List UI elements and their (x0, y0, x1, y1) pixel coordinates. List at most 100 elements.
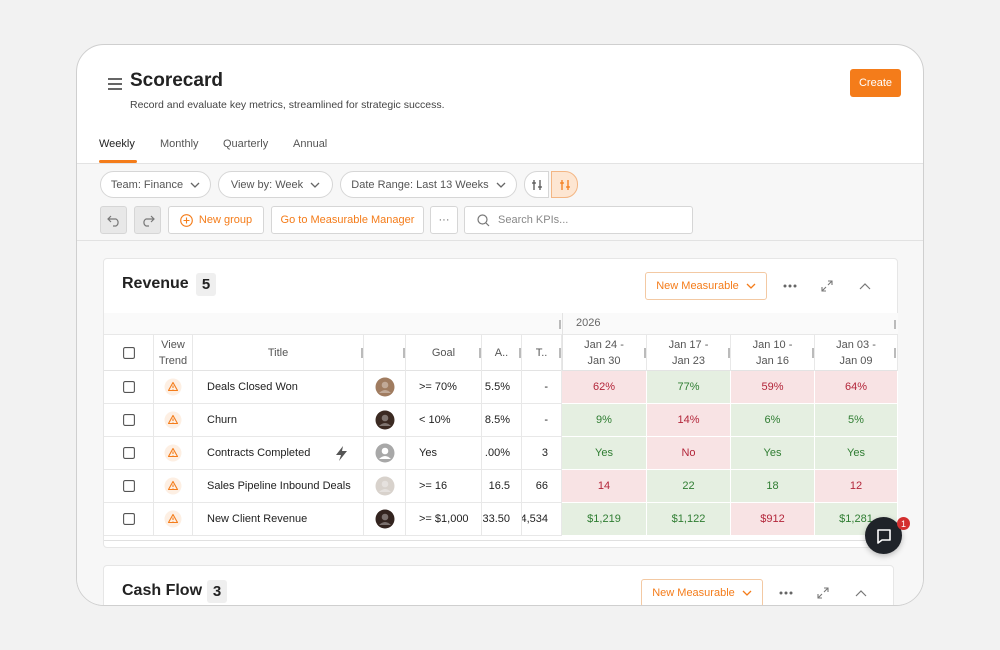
new-measurable-button[interactable]: New Measurable (645, 272, 767, 300)
table-cell-text: 6% (764, 414, 781, 426)
manager-button-text: Go to Measurable Manager (280, 214, 415, 226)
more-options[interactable] (779, 591, 793, 595)
icon-shape (855, 590, 867, 597)
table-cell-text: $1,219 (587, 513, 621, 525)
undo-button[interactable] (100, 206, 127, 234)
table-cell: Churn (193, 404, 364, 437)
table-cell-text: .00% (484, 447, 510, 459)
table-cell[interactable] (104, 404, 154, 437)
tab[interactable]: Monthly (160, 138, 199, 150)
column-header: Jan 17 - Jan 23 (647, 335, 731, 371)
table-cell-text: Yes (595, 447, 613, 459)
tab[interactable]: Quarterly (223, 138, 268, 150)
table-cell (364, 503, 406, 536)
more-options[interactable] (783, 284, 797, 288)
table-cell: $1,122 (647, 503, 731, 536)
collapse-icon[interactable] (859, 283, 871, 290)
table-cell-text: $1,281 (839, 513, 873, 525)
icon-shape (779, 591, 783, 595)
tab-underline (99, 160, 137, 163)
new-measurable-button[interactable]: New Measurable (641, 579, 763, 605)
table-cell-text: Churn (207, 414, 237, 426)
year-label: 2026 (576, 317, 600, 329)
chat-button[interactable] (865, 517, 902, 554)
table-cell-text: 22 (682, 480, 695, 492)
checkbox (122, 414, 135, 426)
table-cell: Yes (815, 437, 898, 470)
table-cell: >= 16 (406, 470, 482, 503)
icon-shape (477, 213, 488, 225)
icon-shape (122, 513, 135, 525)
trend-warning (164, 411, 182, 429)
table-cell[interactable] (104, 437, 154, 470)
table-cell-text: 4,534 (522, 513, 548, 525)
icon-shape (167, 447, 179, 458)
table-cell[interactable] (154, 371, 193, 404)
icon (876, 528, 891, 544)
icon-shape (167, 381, 179, 392)
column-header[interactable] (104, 335, 154, 371)
icon-shape (122, 480, 135, 492)
filter-pill[interactable]: Team: Finance (100, 171, 211, 198)
create-button[interactable]: Create (850, 69, 901, 97)
collapse-icon[interactable] (855, 590, 867, 597)
table-cell: 16.5 (482, 470, 522, 503)
trend-warning (164, 477, 182, 495)
bolt-icon (336, 446, 347, 461)
icon-shape (876, 528, 891, 544)
table-cell[interactable] (154, 503, 193, 536)
table-cell-text: 14 (597, 480, 611, 492)
new-measurable-button-text: New Measurable (656, 280, 739, 292)
column-header: Jan 03 - Jan 09 (815, 335, 898, 371)
columns-toggle[interactable] (524, 171, 549, 198)
icon (783, 284, 797, 288)
icon-shape (310, 182, 320, 188)
tab[interactable]: Annual (293, 138, 327, 150)
icon-shape (789, 591, 793, 595)
sort-toggle[interactable] (551, 171, 578, 198)
icon-shape (381, 513, 388, 521)
filter-pill[interactable]: View by: Week (218, 171, 333, 198)
column-header: A.. (482, 335, 522, 371)
table-cell: New Client Revenue (193, 503, 364, 536)
expand-icon[interactable] (821, 280, 833, 292)
table-cell: Deals Closed Won (193, 371, 364, 404)
trend-warning (164, 378, 182, 396)
header-row (104, 335, 898, 371)
menu-icon[interactable] (108, 78, 122, 90)
tab-text: Quarterly (223, 138, 269, 150)
expand-icon[interactable] (817, 587, 829, 599)
table-cell[interactable] (154, 437, 193, 470)
tab[interactable]: Weekly (99, 138, 135, 150)
manager-button[interactable]: Go to Measurable Manager (271, 206, 424, 234)
table-cell: .00% (482, 437, 522, 470)
table-cell[interactable] (104, 371, 154, 404)
table-cell-text: 16.5 (488, 480, 510, 492)
table-cell[interactable] (104, 503, 154, 536)
chevron (746, 283, 756, 289)
filter-pill[interactable]: Date Range: Last 13 Weeks (340, 171, 517, 198)
resize-handle (519, 348, 521, 358)
table-cell (364, 404, 406, 437)
search-placeholder: Search KPIs... (498, 214, 569, 226)
search-box[interactable]: Search KPIs... (464, 206, 693, 234)
new-measurable-button-text: New Measurable (652, 587, 735, 599)
table-cell[interactable] (154, 470, 193, 503)
redo-button[interactable] (134, 206, 161, 234)
icon-shape (190, 182, 200, 188)
owner-avatar (375, 410, 394, 430)
resize-handle (894, 320, 896, 329)
table-cell (364, 437, 406, 470)
more-button[interactable]: ··· (430, 206, 458, 234)
icon-shape (381, 414, 388, 422)
table-cell: 9% (562, 404, 647, 437)
new-group-button[interactable]: New group (168, 206, 264, 234)
icon (108, 78, 122, 90)
table-cell[interactable] (154, 404, 193, 437)
column-header: Title (193, 335, 364, 371)
table-cell[interactable] (104, 470, 154, 503)
table-cell-text: Deals Closed Won (207, 381, 298, 393)
table-cell: No (647, 437, 731, 470)
icon-shape (485, 222, 490, 226)
